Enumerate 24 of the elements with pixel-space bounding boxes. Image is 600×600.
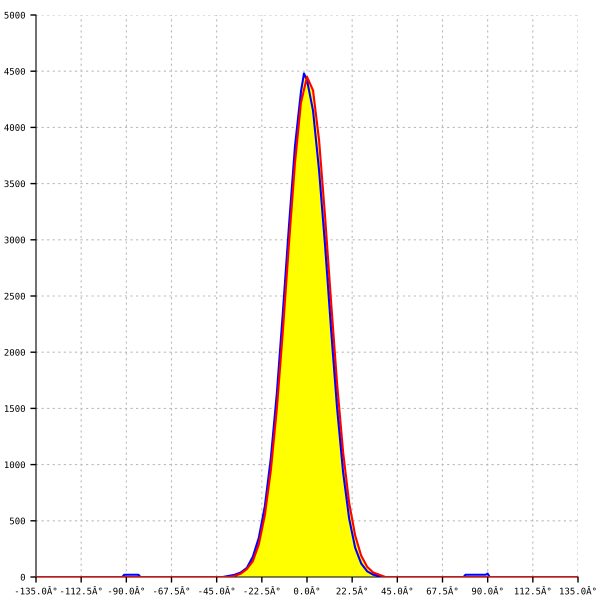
x-tick-label: 90.0Â°	[472, 586, 503, 594]
x-tick-label: 0.0Â°	[294, 586, 320, 594]
y-tick-label: 4000	[4, 124, 25, 131]
x-tick-label: 112.5Â°	[514, 586, 551, 594]
x-tick-label: 67.5Â°	[426, 586, 458, 594]
x-tick-label: 135.0Â°	[560, 586, 596, 594]
y-tick-label: 1000	[4, 461, 25, 468]
y-tick-label: 1500	[4, 405, 25, 412]
x-tick-label: -112.5Â°	[60, 586, 102, 594]
x-tick-label: 22.5Â°	[336, 586, 368, 594]
y-tick-label: 500	[10, 518, 25, 524]
x-tick-label: -45.0Â°	[199, 586, 234, 594]
y-tick-label: 3000	[4, 236, 25, 244]
x-tick-label: -67.5Â°	[154, 586, 190, 594]
y-tick-label: 4500	[4, 68, 25, 75]
x-tick-label: 45.0Â°	[381, 586, 412, 594]
x-tick-label: -135.0Â°	[16, 586, 56, 594]
y-tick-label: 3500	[4, 180, 25, 188]
y-tick-label: 2000	[4, 348, 25, 356]
y-tick-label: 5000	[4, 12, 25, 19]
x-tick-label: -90.0Â°	[108, 586, 144, 594]
y-tick-label: 2500	[4, 292, 25, 300]
y-tick-label: 0	[20, 574, 25, 581]
x-tick-label: -22.5Â°	[244, 586, 280, 594]
